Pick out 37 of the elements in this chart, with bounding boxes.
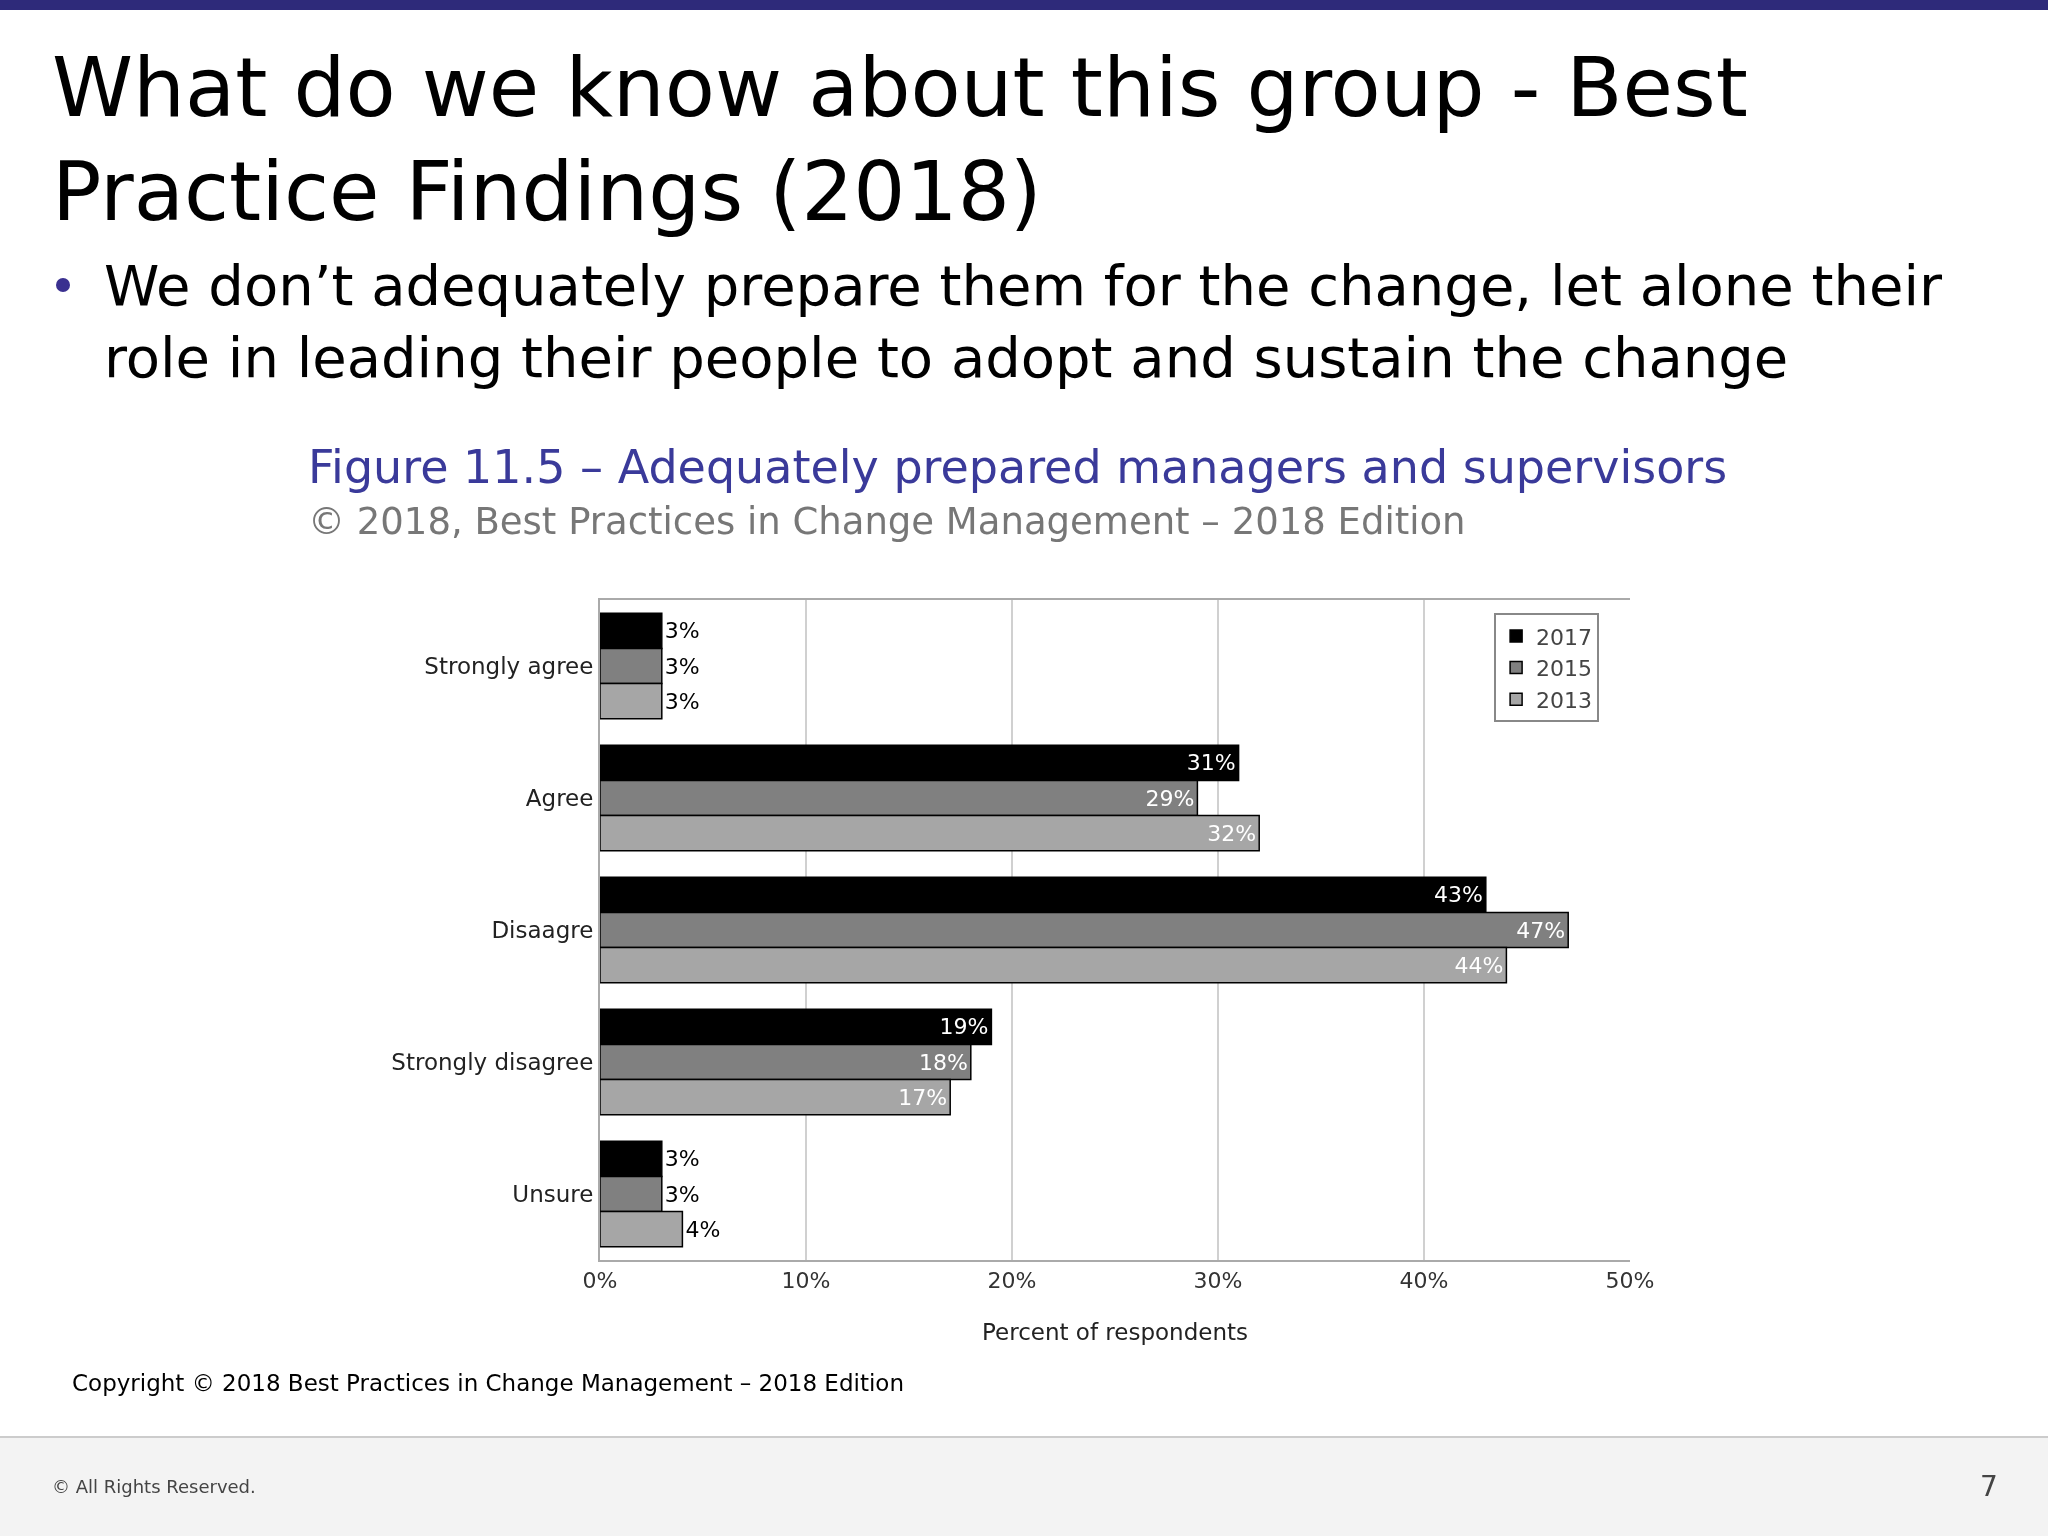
y-tick-label: Agree	[525, 785, 594, 812]
legend-label: 2013	[1536, 687, 1593, 713]
y-tick-label: Strongly agree	[424, 653, 594, 680]
legend-label: 2017	[1536, 624, 1593, 650]
data-label: 43%	[1433, 882, 1483, 908]
x-tick-label: 10%	[781, 1268, 831, 1294]
data-label: 3%	[664, 1146, 700, 1172]
data-label: 18%	[918, 1049, 968, 1075]
x-tick-label: 50%	[1605, 1268, 1655, 1294]
data-label: 32%	[1207, 820, 1257, 846]
x-tick-label: 30%	[1193, 1268, 1243, 1294]
data-label: 31%	[1186, 750, 1236, 776]
data-label: 3%	[664, 1181, 700, 1207]
text: © All Rights Reserved.	[52, 1476, 256, 1497]
text: Copyright © 2018 Best Practices in Change Management – 2018 Edition	[72, 1370, 904, 1396]
x-tick-label: 0%	[582, 1268, 618, 1294]
chart-title: What do we know about this group - Best Practice Findings (2018)	[52, 39, 1749, 241]
x-tick-label: 40%	[1399, 1268, 1449, 1294]
data-label: 19%	[939, 1014, 989, 1040]
y-tick-label: Disaagre	[491, 917, 594, 944]
chart-subtitle: We don’t adequately prepare them for the change, let alone their role in leading their people to adopt and sustain the change	[103, 252, 1944, 392]
data-label: 3%	[664, 653, 700, 679]
y-tick-label: Unsure	[512, 1181, 594, 1208]
data-label: 47%	[1516, 917, 1566, 943]
data-label: 3%	[664, 618, 700, 644]
y-tick-label: Strongly disagree	[391, 1049, 594, 1076]
legend-label: 2015	[1536, 656, 1593, 682]
data-label: 29%	[1145, 785, 1195, 811]
data-label: 17%	[898, 1084, 948, 1110]
x-tick-label: 20%	[987, 1268, 1037, 1294]
data-label: 44%	[1454, 952, 1504, 978]
x-axis-title: Percent of respondents	[982, 1319, 1248, 1345]
text: © 2018, Best Practices in Change Management – 2018 Edition	[308, 500, 1466, 543]
data-label: 3%	[664, 688, 700, 714]
text: 7	[1980, 1470, 1998, 1503]
caption: Figure 11.5 – Adequately prepared managers and supervisors	[308, 440, 1728, 494]
data-label: 4%	[685, 1216, 721, 1242]
